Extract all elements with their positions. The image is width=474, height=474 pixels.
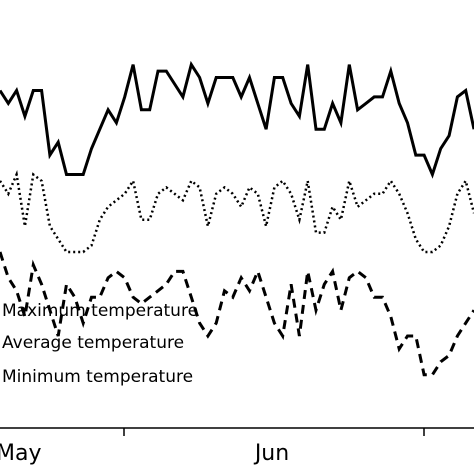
x-tick-label-may: May xyxy=(0,441,41,466)
series-line-minimum xyxy=(0,251,474,377)
legend: Maximum temperature Average temperature … xyxy=(2,301,198,387)
legend-label-maximum: Maximum temperature xyxy=(2,301,198,321)
legend-label-minimum: Minimum temperature xyxy=(2,367,193,387)
x-axis: May Jun xyxy=(0,427,474,466)
series-line-average xyxy=(0,170,474,254)
x-tick-label-jun: Jun xyxy=(253,441,289,466)
legend-label-average: Average temperature xyxy=(2,333,184,353)
series-line-maximum xyxy=(0,60,474,179)
series-layer xyxy=(0,60,474,377)
